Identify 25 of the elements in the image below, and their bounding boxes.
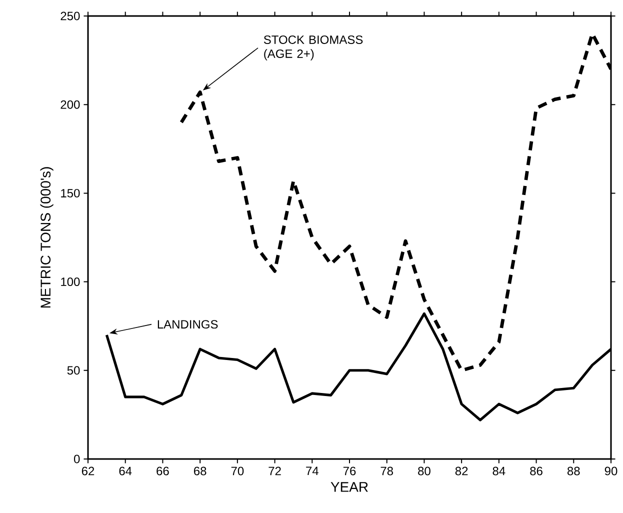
x-tick-label: 88 <box>567 466 580 476</box>
x-tick-label: 64 <box>119 466 132 476</box>
y-tick-label: 100 <box>61 278 80 286</box>
x-tick-label: 74 <box>306 466 318 476</box>
x-tick-label: 86 <box>530 466 542 476</box>
x-tick-label: 62 <box>82 466 94 476</box>
annotation: LANDINGS <box>158 320 218 329</box>
y-tick-label: 50 <box>67 366 80 375</box>
x-tick-label: 70 <box>231 466 244 476</box>
x-tick-label: 78 <box>380 466 394 476</box>
x-tick-label: 84 <box>492 466 506 476</box>
x-tick-label: 76 <box>343 466 356 476</box>
y-tick-label: 150 <box>61 188 80 198</box>
y-tick-label: 0 <box>74 454 80 464</box>
x-tick-label: 66 <box>156 466 169 476</box>
x-tick-label: 90 <box>604 466 618 476</box>
annotation: STOCK BIOMASS (AGE 2+) <box>264 35 363 60</box>
y-axis-title: METRIC TONS (000's) <box>40 167 54 308</box>
x-tick-label: 68 <box>194 466 206 476</box>
x-tick-label: 80 <box>418 466 430 476</box>
y-tick-label: 200 <box>60 100 80 109</box>
x-axis-title: YEAR <box>330 482 368 492</box>
x-tick-label: 82 <box>455 466 468 476</box>
x-tick-label: 72 <box>268 466 281 476</box>
y-tick-label: 250 <box>60 12 80 20</box>
